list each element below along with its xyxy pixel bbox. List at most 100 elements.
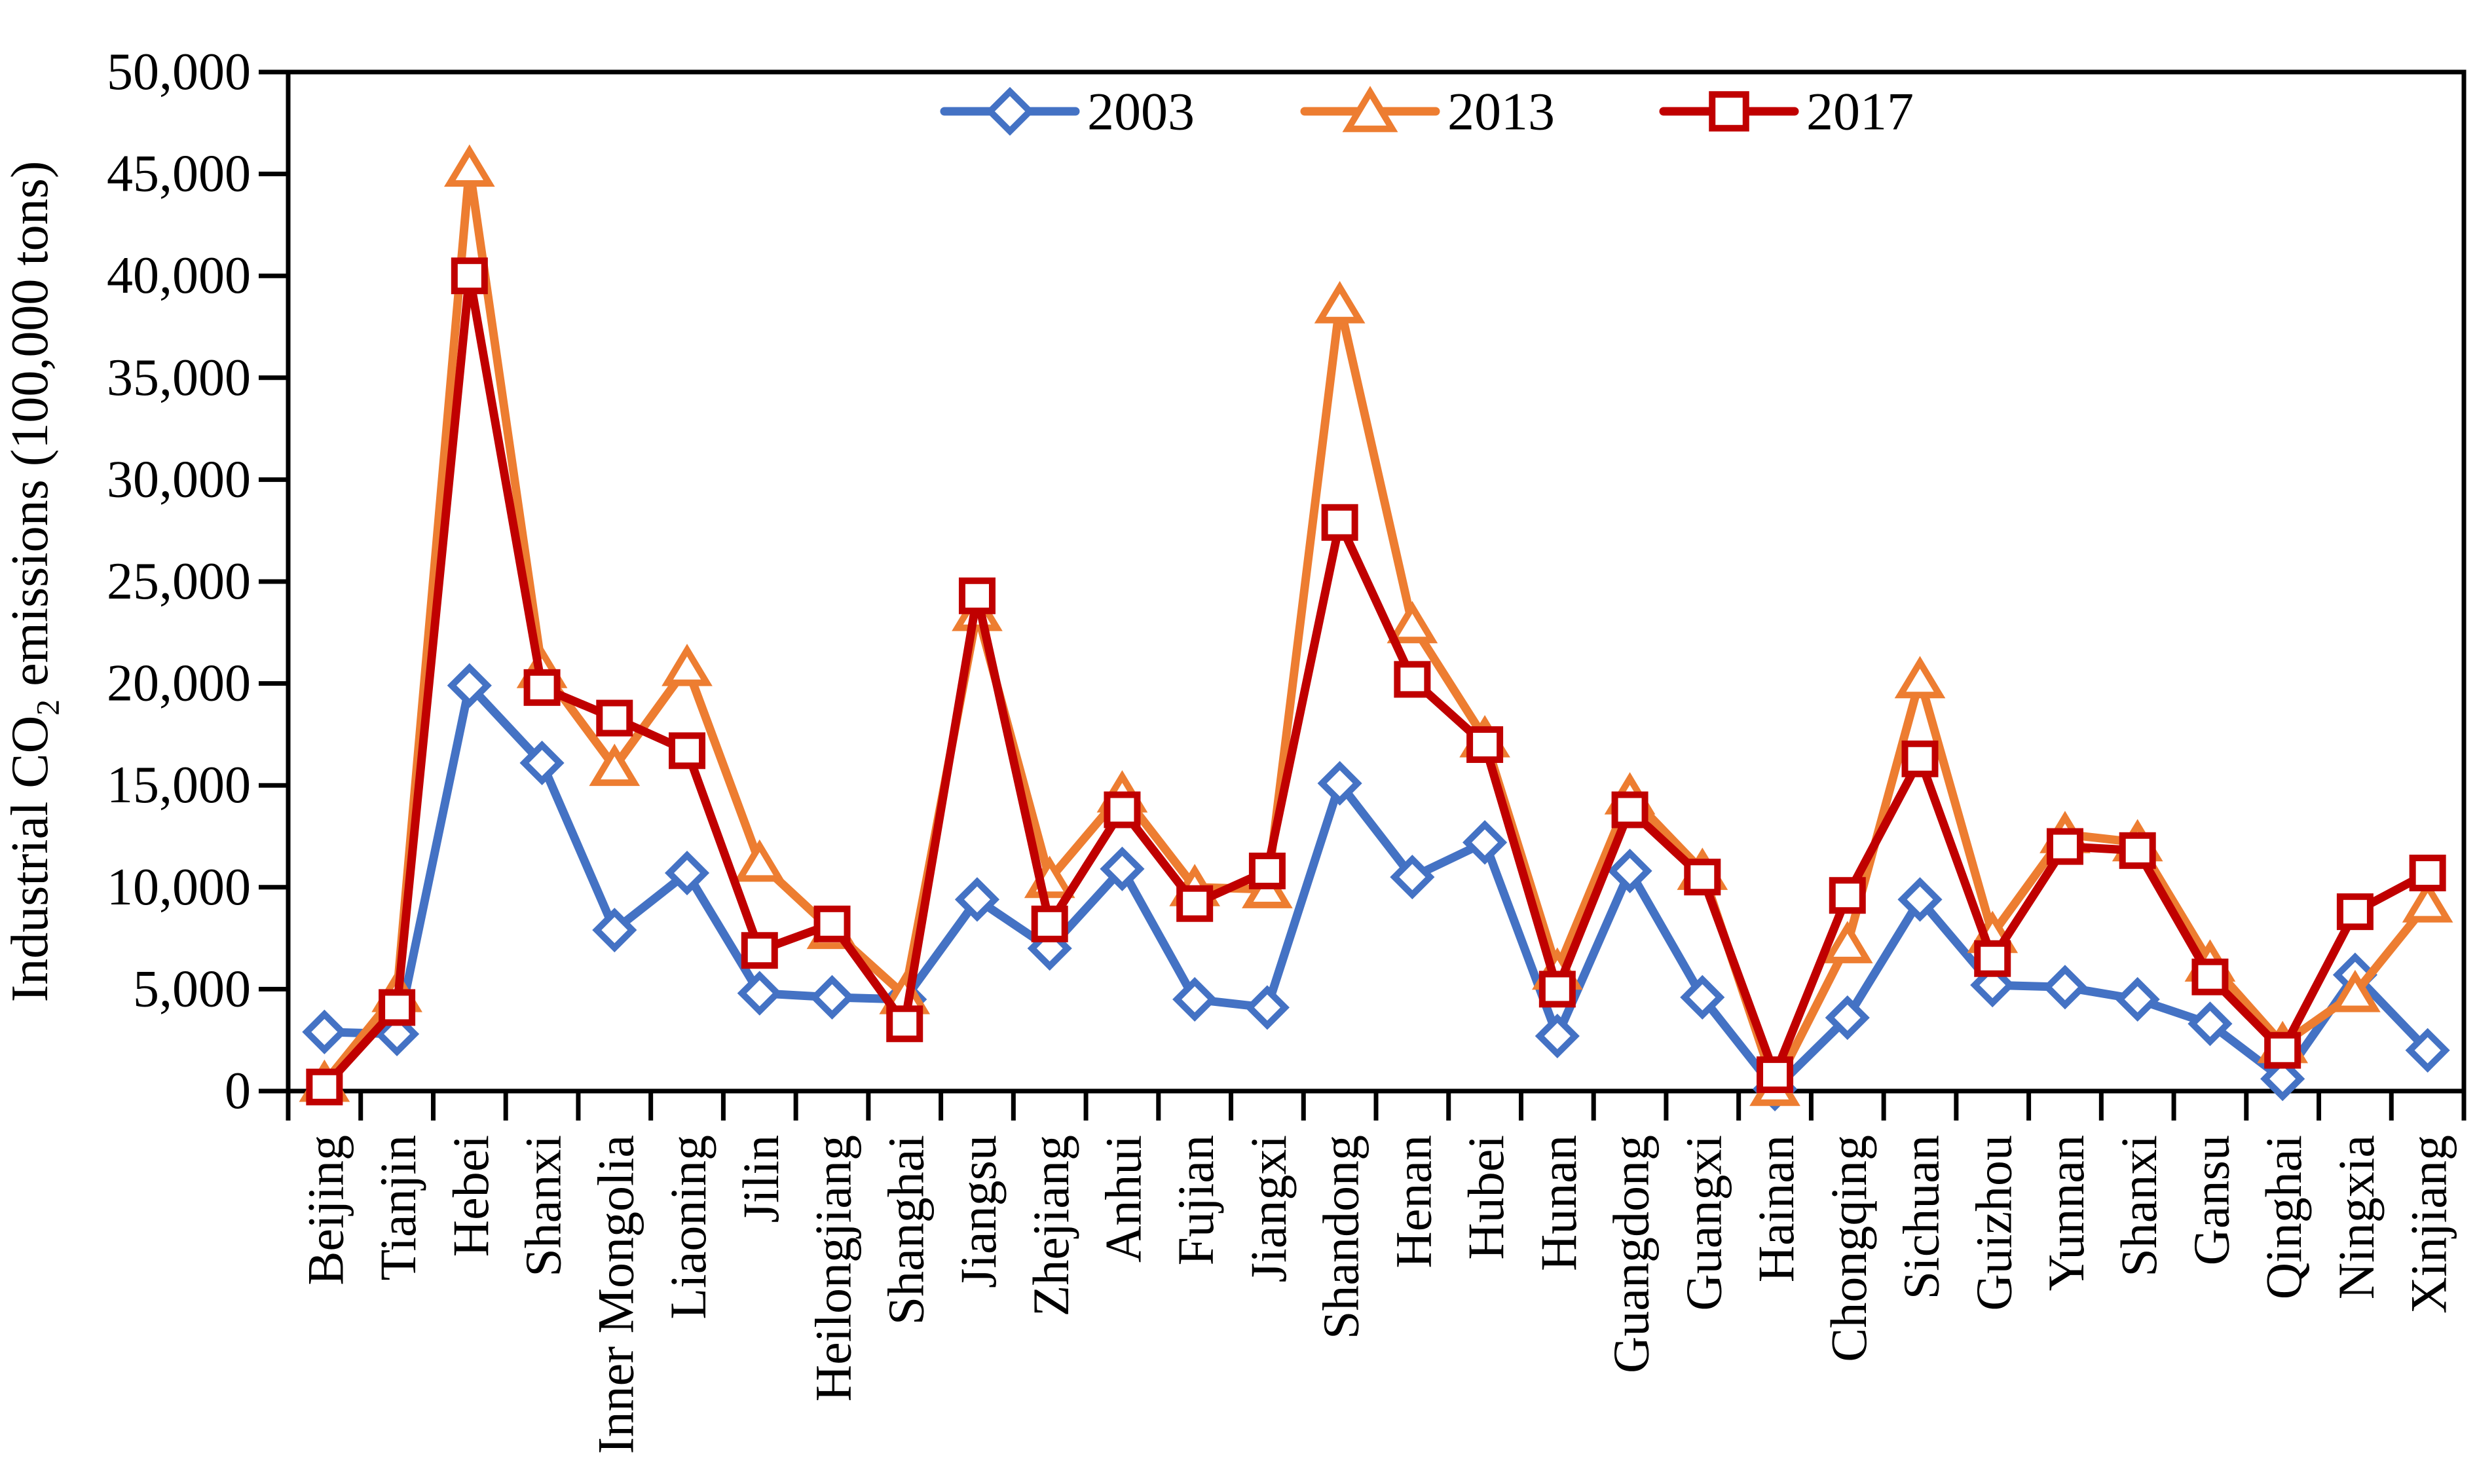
x-category-label: Jiangxi <box>1240 1135 1297 1282</box>
legend-item-2013: 2013 <box>1300 82 1555 141</box>
square-marker <box>1829 877 1866 914</box>
series-line-2003 <box>320 681 2432 1094</box>
y-axis-title: Industrial CO2 emissions (100,000 tons) <box>1 161 66 1003</box>
legend-label-2013: 2013 <box>1447 82 1555 141</box>
x-category-label: Hubei <box>1457 1135 1514 1260</box>
square-marker <box>2191 958 2229 995</box>
legend-label-2017: 2017 <box>1806 82 1914 141</box>
square-marker <box>741 932 778 969</box>
diamond-marker <box>1317 761 1362 806</box>
diamond-marker <box>664 850 710 896</box>
y-tick-label: 15,000 <box>107 756 251 814</box>
series-line-2017 <box>320 271 2432 1092</box>
triangle-marker <box>443 144 495 187</box>
square-marker <box>958 577 996 614</box>
diamond-marker <box>1897 877 1943 922</box>
square-marker <box>2409 855 2446 892</box>
square-marker <box>596 699 633 737</box>
y-tick-label: 20,000 <box>107 655 251 713</box>
square-marker <box>1031 905 1068 942</box>
x-category-label: Tianjin <box>369 1135 426 1281</box>
square-marker <box>1394 661 1431 698</box>
triangle-marker <box>1821 921 1873 963</box>
square-marker <box>1974 940 2011 977</box>
chart-legend: 2003 2013 2017 <box>940 82 1914 141</box>
diamond-marker <box>592 908 637 953</box>
y-tick-label: 40,000 <box>107 247 251 305</box>
diamond-marker <box>1172 976 1218 1022</box>
square-marker <box>2046 828 2083 865</box>
square-marker <box>1709 91 1749 132</box>
triangle-marker <box>2402 880 2453 923</box>
square-marker <box>2336 893 2374 931</box>
x-category-label: Jilin <box>732 1135 789 1223</box>
x-category-label: Guangdong <box>1603 1135 1660 1373</box>
diamond-marker <box>810 974 855 1020</box>
diamond-marker <box>2115 976 2160 1022</box>
diamond-marker <box>1244 985 1290 1030</box>
x-category-label: Heilongjiang <box>805 1135 862 1401</box>
diamond-marker <box>1607 848 1652 893</box>
square-marker <box>1757 1056 1794 1094</box>
x-category-label: Ningxia <box>2328 1135 2385 1299</box>
square-marker <box>1176 885 1214 922</box>
legend-item-2003: 2003 <box>940 82 1195 141</box>
legend-label-2003: 2003 <box>1087 82 1195 141</box>
y-tick-label: 10,000 <box>107 859 251 916</box>
series-2017 <box>306 257 2446 1105</box>
y-axis: 0 5,000 10,000 15,000 20,000 25,000 30,000 35,0… <box>107 43 288 1120</box>
x-category-label: Inner Mongolia <box>587 1135 644 1454</box>
x-category-label: Chongqing <box>1820 1135 1877 1362</box>
series-2013 <box>299 144 2453 1106</box>
x-category-label: Shanxi <box>515 1135 572 1277</box>
square-marker <box>379 989 416 1026</box>
diamond-marker <box>985 86 1035 136</box>
triangle-marker <box>589 743 641 787</box>
square-marker <box>886 1005 923 1043</box>
triangle-marker <box>734 839 785 882</box>
x-category-label: Guizhou <box>1965 1135 2022 1311</box>
series-line-2013 <box>320 163 2432 1092</box>
diamond-marker <box>1680 974 1725 1020</box>
square-marker <box>813 905 851 942</box>
diamond-marker <box>737 971 782 1016</box>
triangle-marker <box>661 643 713 686</box>
square-marker <box>1466 726 1504 763</box>
x-category-label: Xinjiang <box>2400 1135 2457 1314</box>
square-marker <box>1611 791 1648 828</box>
square-marker <box>1321 504 1358 541</box>
x-category-label: Shanghai <box>877 1135 934 1325</box>
x-category-label: Hainan <box>1747 1135 1804 1282</box>
triangle-marker <box>1894 656 1946 699</box>
diamond-marker <box>302 1009 347 1054</box>
triangle-marker <box>1342 86 1398 132</box>
y-tick-label: 30,000 <box>107 451 251 508</box>
diamond-marker <box>447 663 492 708</box>
x-category-label: Zhejiang <box>1022 1135 1079 1316</box>
x-category-label: Sichuan <box>1893 1135 1950 1299</box>
square-marker <box>669 732 706 770</box>
diamond-marker <box>2405 1028 2450 1073</box>
diamond-marker <box>1535 1013 1580 1059</box>
diamond-marker <box>2188 1001 2233 1047</box>
x-category-label: Liaoning <box>660 1135 717 1320</box>
square-marker <box>523 669 561 706</box>
x-category-label: Jiangsu <box>950 1135 1007 1288</box>
square-marker <box>2119 832 2156 869</box>
square-marker <box>1684 859 1721 896</box>
x-category-label: Shanxi <box>2110 1135 2167 1277</box>
triangle-marker <box>1387 601 1438 644</box>
x-category-label: Hunan <box>1530 1135 1587 1271</box>
x-category-label: Shandong <box>1313 1135 1369 1339</box>
square-marker <box>1248 852 1286 889</box>
triangle-marker <box>2330 969 2381 1012</box>
square-marker <box>451 257 488 295</box>
square-marker <box>1901 740 1939 777</box>
x-category-label: Henan <box>1385 1135 1442 1269</box>
x-category-label: Yunnan <box>2038 1135 2095 1291</box>
y-tick-label: 45,000 <box>107 145 251 203</box>
legend-item-2017: 2017 <box>1659 82 1914 141</box>
diamond-marker <box>1462 820 1508 865</box>
